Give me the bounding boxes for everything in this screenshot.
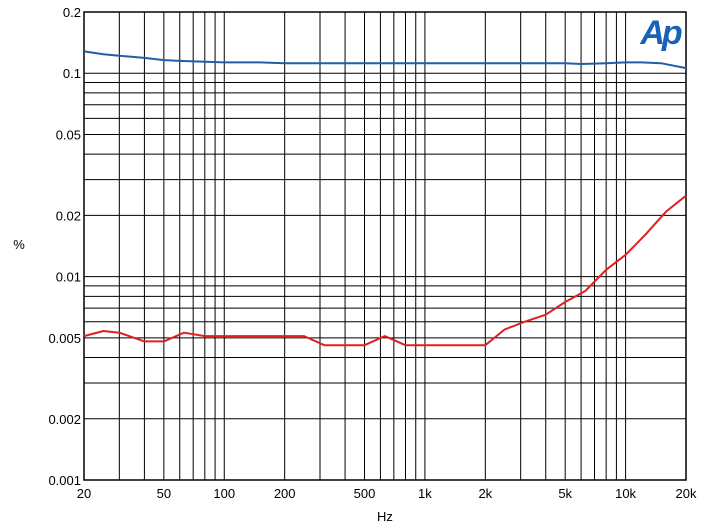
y-tick-label: 0.05 bbox=[56, 127, 81, 142]
y-tick-label: 0.002 bbox=[48, 412, 81, 427]
series-layer bbox=[83, 50, 687, 347]
x-tick-label: 20k bbox=[676, 486, 697, 501]
y-tick-label: 0.001 bbox=[48, 473, 81, 488]
y-tick-label: 0.01 bbox=[56, 270, 81, 285]
x-tick-labels: 20 50 100 200 500 1k 2k 5k 10k 20k bbox=[77, 486, 697, 501]
ap-logo: Ap bbox=[639, 14, 685, 52]
plot-frame bbox=[83, 11, 687, 481]
x-axis-label: Hz bbox=[377, 509, 393, 524]
y-tick-label: 0.02 bbox=[56, 208, 81, 223]
x-tick-label: 50 bbox=[157, 486, 171, 501]
x-tick-label: 500 bbox=[354, 486, 376, 501]
x-tick-label: 100 bbox=[213, 486, 235, 501]
x-tick-label: 2k bbox=[478, 486, 492, 501]
y-tick-labels: 0.2 0.1 0.05 0.02 0.01 0.005 0.002 0.001 bbox=[48, 5, 81, 488]
ap-logo-text: Ap bbox=[639, 14, 682, 52]
series-line-1 bbox=[83, 50, 687, 70]
x-tick-label: 10k bbox=[615, 486, 636, 501]
minor-grid bbox=[84, 12, 686, 480]
series-line-2 bbox=[83, 194, 687, 347]
y-tick-label: 0.1 bbox=[63, 66, 81, 81]
x-tick-label: 1k bbox=[418, 486, 432, 501]
x-tick-label: 200 bbox=[274, 486, 296, 501]
y-axis-label: % bbox=[13, 237, 25, 252]
x-tick-label: 20 bbox=[77, 486, 91, 501]
x-tick-label: 5k bbox=[558, 486, 572, 501]
y-tick-label: 0.005 bbox=[48, 331, 81, 346]
y-tick-label: 0.2 bbox=[63, 5, 81, 20]
